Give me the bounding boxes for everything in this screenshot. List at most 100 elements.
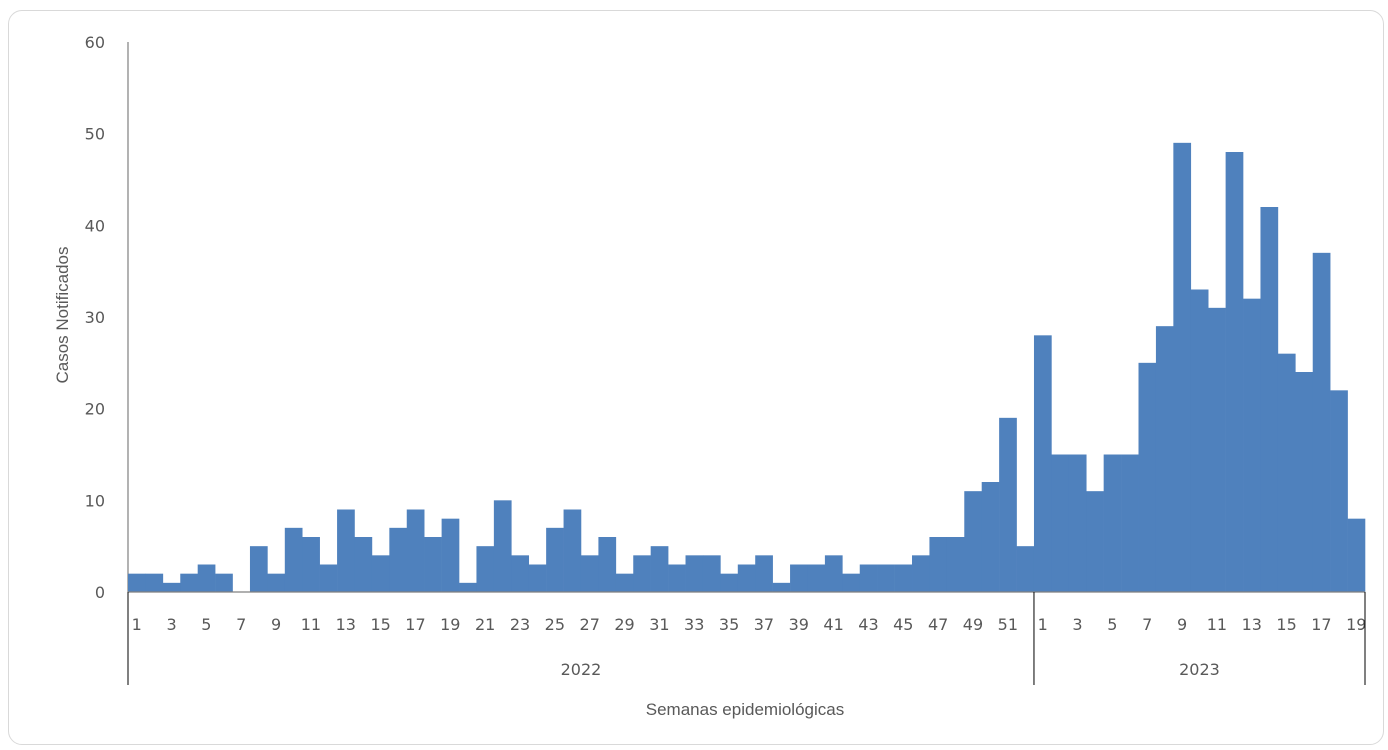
bar	[1312, 252, 1331, 592]
y-axis: 0 10 20 30 40 50 60	[85, 33, 129, 602]
bar	[929, 537, 948, 592]
x-tick-label: 11	[1207, 615, 1227, 634]
x-tick-label: 19	[1346, 615, 1366, 634]
bar	[1225, 152, 1244, 592]
bar	[1068, 454, 1087, 592]
bar	[702, 555, 721, 592]
bar	[1330, 390, 1348, 592]
bar	[859, 564, 878, 592]
bar	[964, 491, 982, 592]
bar	[685, 555, 704, 592]
x-tick-label: 19	[440, 615, 460, 634]
bar	[1121, 454, 1139, 592]
y-tick-label: 20	[85, 400, 105, 419]
bar	[1295, 372, 1314, 592]
x-tick-label: 13	[336, 615, 356, 634]
bar	[459, 582, 477, 592]
bar	[755, 555, 773, 592]
bar	[215, 573, 233, 592]
bar	[302, 537, 320, 592]
bar	[668, 564, 686, 592]
bar	[493, 500, 512, 592]
year-label: 2022	[561, 660, 602, 679]
bar	[145, 573, 164, 592]
bar	[807, 564, 826, 592]
bar	[842, 573, 861, 592]
bar	[511, 555, 530, 592]
bar	[824, 555, 843, 592]
bar	[999, 417, 1017, 592]
bar	[371, 555, 390, 592]
bar	[1277, 353, 1296, 592]
bar	[1347, 518, 1366, 592]
x-tick-label: 15	[370, 615, 390, 634]
bar	[912, 555, 930, 592]
bar	[981, 482, 1000, 592]
y-tick-label: 40	[85, 216, 105, 235]
x-tick-label: 17	[1311, 615, 1331, 634]
x-tick-label: 13	[1242, 615, 1262, 634]
x-tick-label: 29	[614, 615, 634, 634]
x-tick-label: 11	[301, 615, 321, 634]
x-tick-label: 35	[719, 615, 739, 634]
bar	[598, 537, 617, 592]
bar	[1190, 289, 1209, 592]
bar	[249, 546, 268, 592]
bar	[284, 527, 303, 592]
y-axis-label: Casos Notificados	[53, 246, 72, 383]
bar	[389, 527, 408, 592]
bar	[1033, 335, 1052, 592]
bar	[354, 537, 373, 592]
bar	[441, 518, 460, 592]
x-tick-label: 7	[1142, 615, 1152, 634]
bar	[162, 582, 181, 592]
bar	[737, 564, 756, 592]
y-tick-label: 50	[85, 125, 105, 144]
bar	[528, 564, 547, 592]
bar	[894, 564, 913, 592]
bar	[1051, 454, 1070, 592]
year-label: 2023	[1179, 660, 1220, 679]
bar	[197, 564, 216, 592]
bar	[790, 564, 808, 592]
bar	[546, 527, 564, 592]
bar	[424, 537, 442, 592]
bar	[128, 573, 146, 592]
x-tick-label: 33	[684, 615, 704, 634]
bar	[650, 546, 669, 592]
x-tick-label: 31	[649, 615, 669, 634]
x-axis-label: Semanas epidemiológicas	[646, 700, 844, 719]
bar	[1173, 142, 1192, 592]
y-tick-label: 30	[85, 308, 105, 327]
bar	[1260, 207, 1279, 592]
x-tick-label: 17	[405, 615, 425, 634]
bar	[946, 537, 965, 592]
x-tick-label: 39	[789, 615, 809, 634]
y-tick-label: 60	[85, 33, 105, 52]
bar	[633, 555, 651, 592]
bar	[1243, 298, 1261, 592]
bar	[615, 573, 634, 592]
x-axis: 1 3 5 7 9 11 13 15 17 19 21 23 25 27 29 31 33 35 37 39 41 43 4…	[127, 591, 1366, 685]
bar	[720, 573, 739, 592]
bar	[476, 546, 495, 592]
x-tick-label: 51	[998, 615, 1018, 634]
bar	[563, 509, 582, 592]
x-tick-label: 3	[1072, 615, 1082, 634]
bar	[180, 573, 198, 592]
x-tick-label: 43	[858, 615, 878, 634]
bar	[772, 582, 791, 592]
x-tick-label: 9	[271, 615, 281, 634]
bars	[128, 142, 1366, 592]
bar	[337, 509, 355, 592]
bar	[1086, 491, 1104, 592]
x-tick-label: 41	[823, 615, 843, 634]
x-tick-label: 25	[545, 615, 565, 634]
x-tick-label: 47	[928, 615, 948, 634]
y-tick-label: 0	[95, 583, 105, 602]
x-tick-label: 27	[580, 615, 600, 634]
bar	[1208, 307, 1226, 592]
bar	[1016, 546, 1035, 592]
x-tick-label: 9	[1177, 615, 1187, 634]
